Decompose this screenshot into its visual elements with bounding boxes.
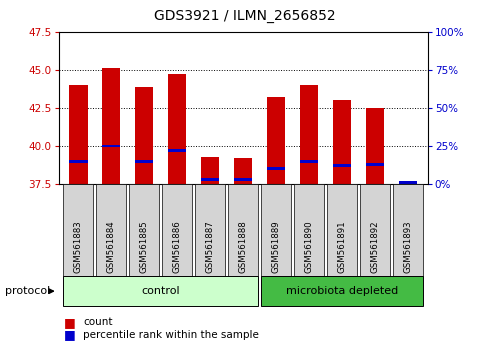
Text: GSM561891: GSM561891 bbox=[337, 220, 346, 273]
Bar bbox=[201, 157, 219, 184]
Text: GSM561890: GSM561890 bbox=[304, 220, 313, 273]
Text: GSM561892: GSM561892 bbox=[370, 220, 379, 273]
Bar bbox=[266, 167, 285, 170]
Text: GSM561888: GSM561888 bbox=[238, 220, 247, 273]
Text: protocol: protocol bbox=[5, 286, 50, 296]
Text: GSM561884: GSM561884 bbox=[107, 220, 116, 273]
Text: GSM561887: GSM561887 bbox=[205, 220, 214, 273]
Text: GSM561886: GSM561886 bbox=[172, 220, 182, 273]
Text: microbiota depleted: microbiota depleted bbox=[285, 286, 398, 296]
Bar bbox=[168, 149, 186, 152]
Bar bbox=[234, 178, 252, 181]
Bar bbox=[398, 181, 416, 184]
Bar bbox=[69, 85, 87, 184]
Bar bbox=[234, 158, 252, 184]
Bar bbox=[201, 178, 219, 181]
Text: GSM561883: GSM561883 bbox=[74, 220, 83, 273]
Text: GDS3921 / ILMN_2656852: GDS3921 / ILMN_2656852 bbox=[153, 9, 335, 23]
Bar bbox=[266, 97, 285, 184]
Text: ■: ■ bbox=[63, 328, 75, 341]
Text: GSM561889: GSM561889 bbox=[271, 220, 280, 273]
Text: control: control bbox=[141, 286, 180, 296]
Bar bbox=[69, 160, 87, 162]
Text: percentile rank within the sample: percentile rank within the sample bbox=[83, 330, 259, 339]
Bar bbox=[366, 108, 384, 184]
Text: GSM561885: GSM561885 bbox=[140, 220, 148, 273]
Text: count: count bbox=[83, 317, 112, 327]
Bar bbox=[398, 181, 416, 184]
Text: ■: ■ bbox=[63, 316, 75, 329]
Bar bbox=[135, 87, 153, 184]
Bar bbox=[300, 85, 318, 184]
Bar bbox=[135, 160, 153, 162]
Bar bbox=[102, 145, 120, 147]
Bar bbox=[300, 160, 318, 162]
Bar bbox=[168, 74, 186, 184]
Bar bbox=[366, 163, 384, 166]
Text: GSM561893: GSM561893 bbox=[403, 220, 412, 273]
Bar bbox=[332, 101, 350, 184]
Bar bbox=[332, 165, 350, 167]
Bar bbox=[102, 68, 120, 184]
